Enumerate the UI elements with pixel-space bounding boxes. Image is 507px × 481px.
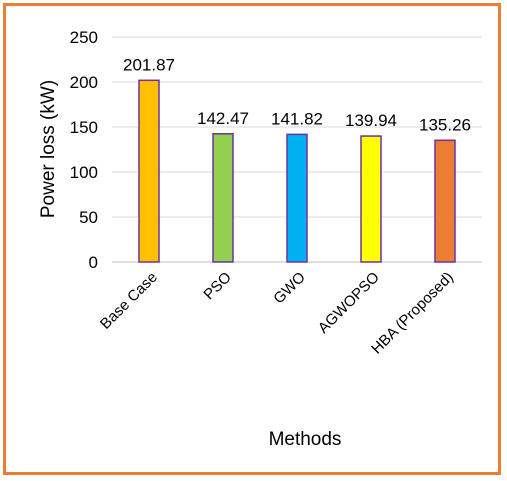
y-tick-label: 150 xyxy=(70,118,98,137)
x-tick-label: GWO xyxy=(270,269,309,308)
data-labels: 201.87 142.47 141.82 139.94 135.26 xyxy=(123,55,471,134)
bar-chart: 0 50 100 150 200 250 201.87 142.47 141.82 139.94… xyxy=(38,28,482,450)
y-tick-label: 100 xyxy=(70,163,98,182)
x-tick-label: Base Case xyxy=(97,269,161,333)
x-tick-label: PSO xyxy=(200,269,234,303)
bar xyxy=(212,133,234,263)
bar xyxy=(138,79,160,263)
bar xyxy=(360,135,382,263)
data-label: 139.94 xyxy=(345,111,397,130)
y-tick-label: 200 xyxy=(70,73,98,92)
data-label: 135.26 xyxy=(419,115,471,134)
bar xyxy=(434,139,456,263)
data-label: 141.82 xyxy=(271,109,323,128)
chart-frame: 0 50 100 150 200 250 201.87 142.47 141.82 139.94… xyxy=(3,3,501,475)
data-label: 201.87 xyxy=(123,55,175,74)
bar xyxy=(286,133,308,263)
y-axis-ticks: 0 50 100 150 200 250 xyxy=(70,28,98,272)
y-tick-label: 250 xyxy=(70,28,98,47)
x-axis-label: Methods xyxy=(269,429,342,450)
bars xyxy=(138,79,456,263)
y-tick-label: 50 xyxy=(79,208,98,227)
x-tick-label: AGWOPSO xyxy=(315,269,383,337)
y-tick-label: 0 xyxy=(89,253,98,272)
data-label: 142.47 xyxy=(197,109,249,128)
y-axis-label: Power loss (kW) xyxy=(38,80,59,218)
